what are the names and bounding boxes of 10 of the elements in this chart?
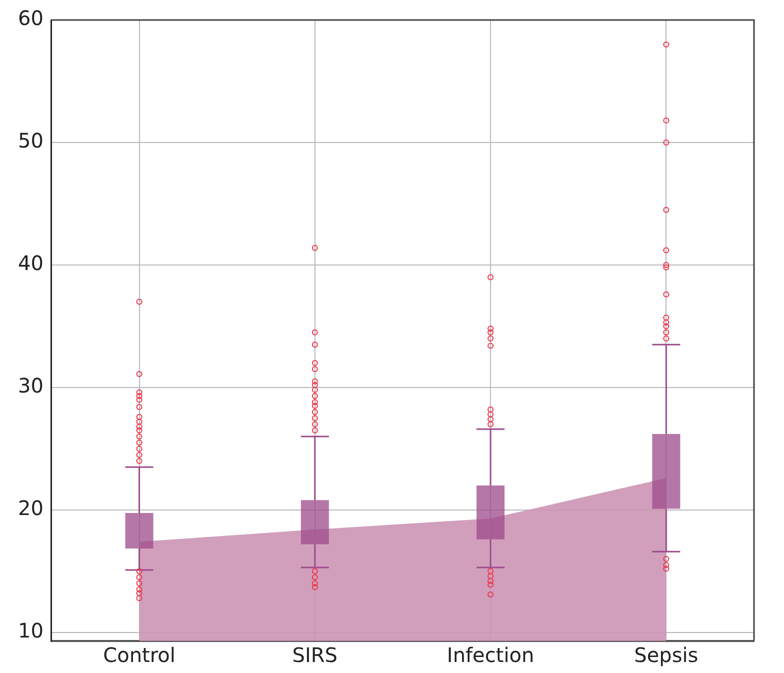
y-tick-label: 30	[18, 374, 44, 398]
x-tick-label: Control	[103, 643, 176, 668]
x-tick-label: Infection	[446, 643, 534, 668]
y-tick-label: 60	[18, 6, 44, 30]
y-tick-label: 10	[18, 618, 44, 643]
x-tick-label: Sepsis	[634, 643, 698, 668]
y-tick-label: 50	[18, 128, 44, 153]
y-tick-label: 20	[18, 496, 44, 520]
x-tick-label: SIRS	[292, 643, 338, 668]
y-tick-label: 40	[18, 251, 44, 276]
